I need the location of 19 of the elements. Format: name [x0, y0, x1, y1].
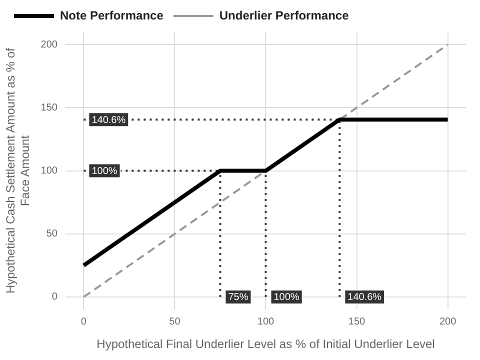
- x-tick-label: 100: [257, 316, 275, 328]
- x-axis-title: Hypothetical Final Underlier Level as % of Initial Underlier Level: [96, 337, 435, 352]
- x-tick-label: 0: [80, 316, 87, 328]
- x-tick-label: 50: [169, 316, 181, 328]
- y-tick-label: 50: [46, 228, 58, 240]
- legend-label: Underlier Performance: [219, 8, 350, 22]
- y-tick-label: 100: [40, 166, 58, 177]
- x-tick-label: 200: [439, 316, 457, 328]
- y-tick-label: 200: [40, 39, 58, 50]
- x-tick-label: 150: [348, 316, 366, 328]
- y-tick-label: 0: [52, 292, 58, 303]
- annotation: 140.6%: [348, 292, 382, 304]
- annotation: 75%: [228, 292, 248, 304]
- annotation: 140.6%: [92, 114, 126, 126]
- y-axis-title: Hypothetical Cash Settlement Amount as % of Face Amount: [4, 47, 32, 294]
- annotation: 100%: [92, 166, 118, 178]
- annotation: 100%: [274, 292, 300, 304]
- legend-label: Note Performance: [60, 8, 164, 22]
- y-tick-label: 150: [40, 102, 58, 114]
